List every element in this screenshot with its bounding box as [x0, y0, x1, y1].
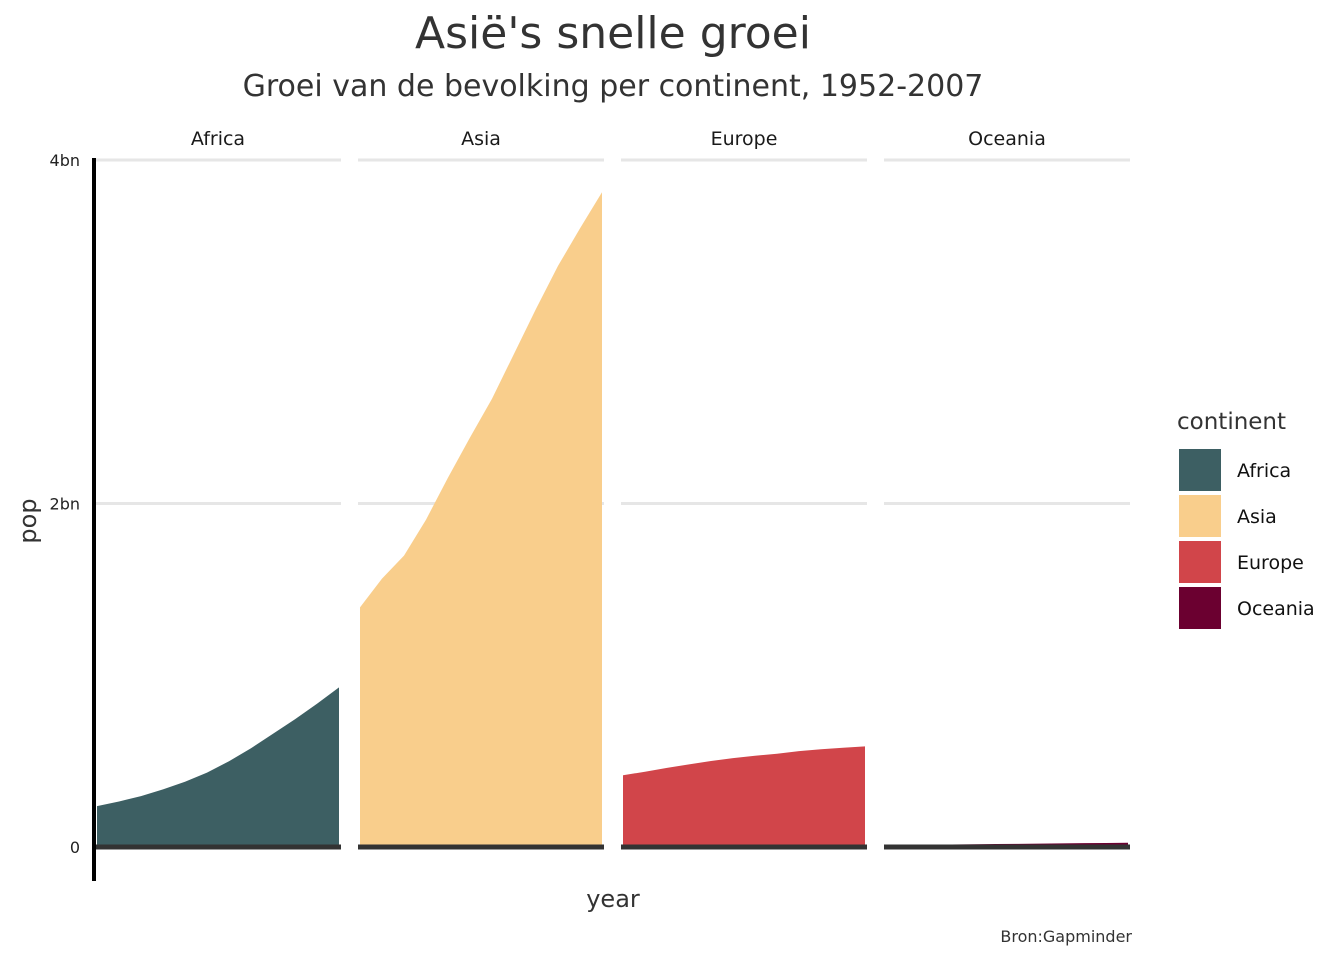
- facet-panels: Africa Asia Europe Oceania: [95, 128, 1130, 850]
- legend-label: Africa: [1237, 460, 1291, 482]
- facet-asia: Asia: [358, 128, 604, 850]
- area-asia: [360, 192, 602, 847]
- legend-title: continent: [1177, 409, 1286, 435]
- chart-title: Asië's snelle groei: [415, 8, 811, 59]
- x-axis-title: year: [586, 885, 640, 913]
- legend-swatch: [1179, 449, 1221, 491]
- legend-swatch: [1179, 541, 1221, 583]
- facet-oceania: Oceania: [884, 128, 1130, 850]
- legend-swatch: [1179, 587, 1221, 629]
- chart-subtitle: Groei van de bevolking per continent, 19…: [243, 69, 984, 104]
- y-tick-label: 4bn: [50, 151, 80, 170]
- facet-label: Europe: [711, 128, 778, 150]
- y-tick-label: 0: [70, 838, 80, 857]
- legend-label: Oceania: [1237, 598, 1315, 620]
- facet-label: Oceania: [968, 128, 1046, 150]
- legend-label: Asia: [1237, 506, 1277, 528]
- caption: Bron:Gapminder: [1000, 927, 1132, 946]
- facet-europe: Europe: [621, 128, 867, 850]
- y-tick-label: 2bn: [50, 495, 80, 514]
- y-axis-title: pop: [14, 498, 42, 543]
- area-europe: [623, 746, 865, 847]
- y-ticks: 0 2bn 4bn: [50, 151, 80, 857]
- facet-label: Africa: [191, 128, 245, 150]
- legend-label: Europe: [1237, 552, 1304, 574]
- area-africa: [97, 687, 339, 847]
- legend: Africa Asia Europe Oceania: [1179, 449, 1315, 629]
- facet-label: Asia: [461, 128, 501, 150]
- legend-swatch: [1179, 495, 1221, 537]
- facet-africa: Africa: [95, 128, 341, 850]
